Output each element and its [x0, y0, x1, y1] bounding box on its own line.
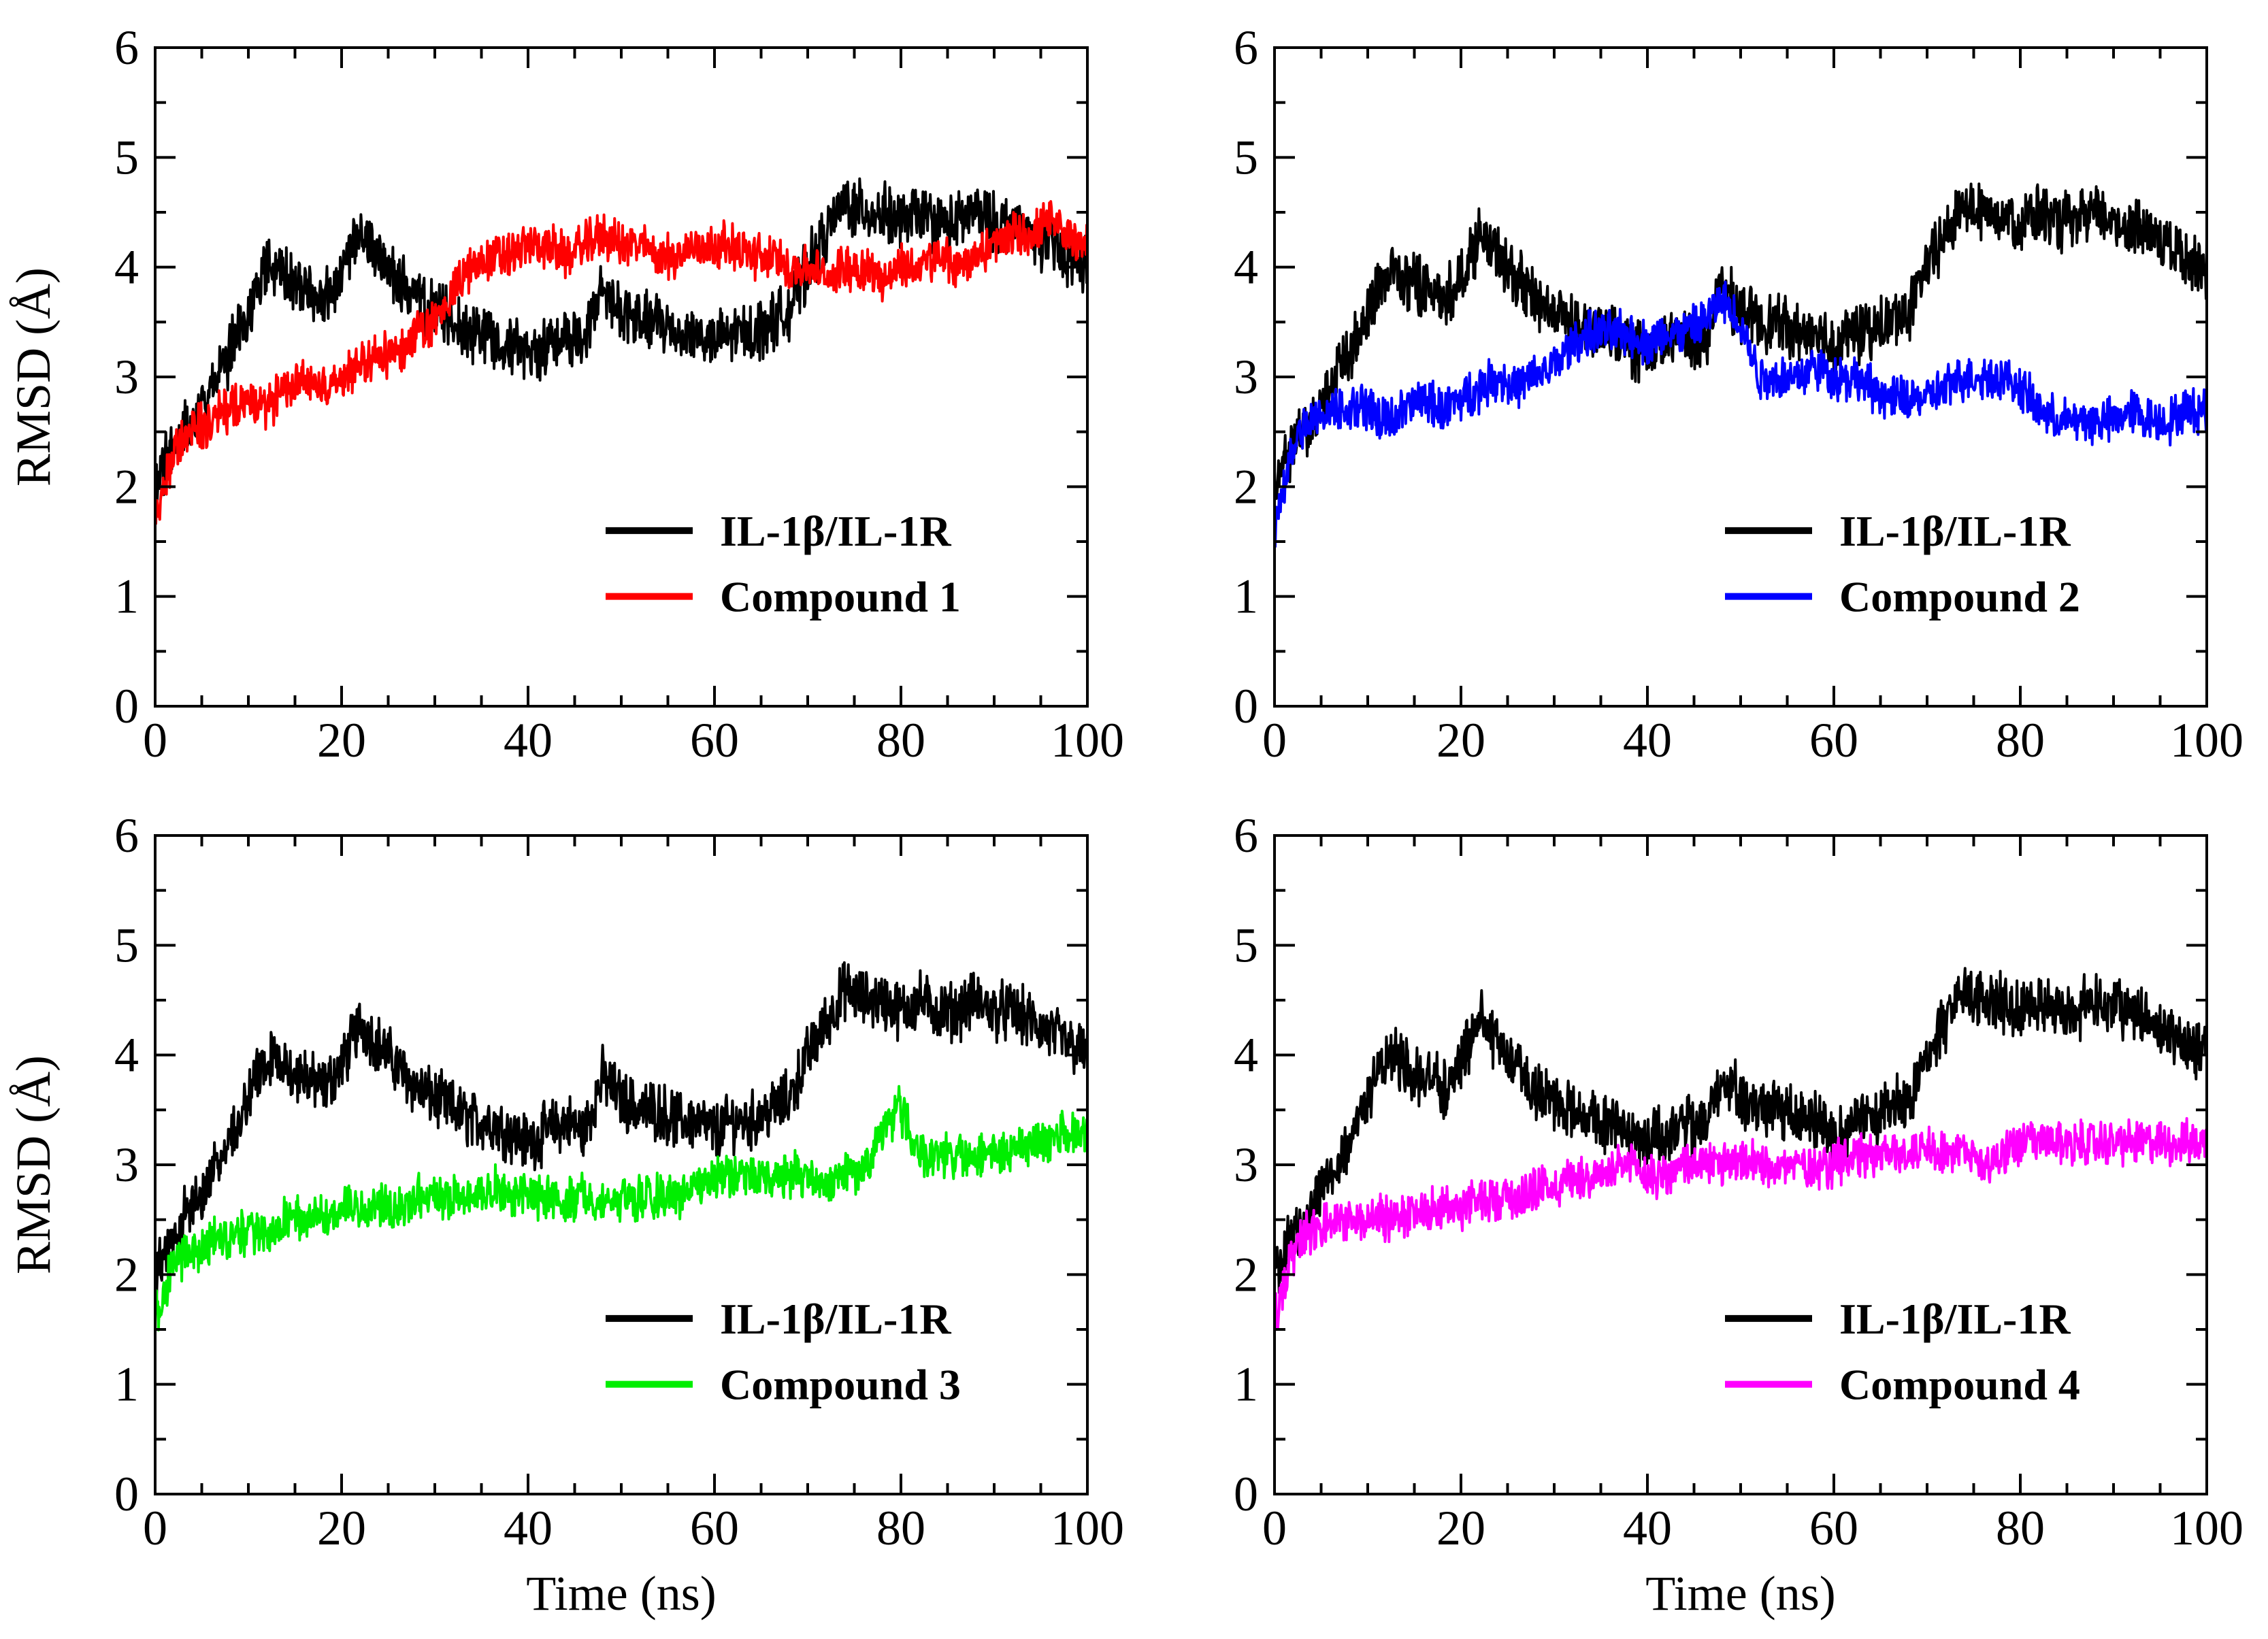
x-tick-label: 20	[317, 713, 366, 767]
y-tick-label: 2	[114, 1247, 139, 1302]
x-tick-label: 0	[1262, 713, 1287, 767]
legend-label: IL-1β/IL-1R	[1839, 507, 2071, 555]
y-tick-label: 0	[1234, 1467, 1258, 1521]
legend: IL-1β/IL-1R Compound 2	[1725, 507, 2080, 621]
x-tick-label: 80	[876, 1501, 925, 1555]
legend-label: Compound 4	[1839, 1361, 2080, 1409]
x-tick-label: 40	[1623, 1501, 1672, 1555]
series-group	[1275, 967, 2207, 1331]
series-line-compound	[155, 200, 1087, 525]
y-tick-label: 1	[1234, 1357, 1258, 1412]
x-tick-label: 80	[876, 713, 925, 767]
y-tick-label: 3	[114, 350, 139, 404]
x-tick-label: 0	[1262, 1501, 1287, 1555]
legend-label: IL-1β/IL-1R	[720, 1295, 951, 1343]
x-tick-label: 100	[2170, 713, 2244, 767]
y-tick-label: 4	[1234, 1028, 1258, 1082]
legend-label: Compound 3	[720, 1361, 961, 1409]
legend-label: IL-1β/IL-1R	[1839, 1295, 2071, 1343]
x-axis-title: Time (ns)	[526, 1566, 716, 1621]
y-tick-label: 6	[1234, 20, 1258, 75]
y-tick-label: 4	[114, 240, 139, 295]
panel-3: 0 20 40 60 80 100 0 1 2 3 4 5 6 RMSD (Å) Time (ns) IL-1…	[6, 808, 1124, 1621]
panel-2: 0 20 40 60 80 100 0 1 2 3 4 5 6 IL-1β/IL-1R Compound 2	[1234, 20, 2244, 767]
legend-label: Compound 1	[720, 573, 961, 621]
y-tick-label: 5	[1234, 130, 1258, 184]
y-tick-label: 1	[114, 1357, 139, 1412]
y-tick-label: 1	[1234, 569, 1258, 624]
x-tick-label: 20	[1436, 713, 1485, 767]
y-tick-label: 2	[1234, 1247, 1258, 1302]
y-tick-label: 3	[1234, 350, 1258, 404]
x-tick-label: 20	[1436, 1501, 1485, 1555]
y-tick-label: 2	[1234, 459, 1258, 514]
x-tick-label: 80	[1996, 1501, 2045, 1555]
panel-1: 0 20 40 60 80 100 0 1 2 3 4 5 6 RMSD (Å) IL-1β/IL-1R Co…	[6, 20, 1124, 767]
x-tick-label: 40	[504, 713, 553, 767]
x-tick-label: 100	[1051, 713, 1124, 767]
y-tick-label: 0	[114, 679, 139, 733]
series-line-reference	[1275, 967, 2207, 1294]
y-tick-label: 4	[114, 1028, 139, 1082]
series-group	[1275, 182, 2207, 548]
x-tick-label: 0	[143, 1501, 167, 1555]
x-tick-label: 100	[2170, 1501, 2244, 1555]
series-line-compound	[1275, 280, 2207, 548]
y-tick-label: 3	[1234, 1138, 1258, 1192]
x-tick-label: 40	[1623, 713, 1672, 767]
y-tick-label: 1	[114, 569, 139, 624]
x-tick-label: 0	[143, 713, 167, 767]
legend: IL-1β/IL-1R Compound 3	[606, 1295, 961, 1409]
legend-label: IL-1β/IL-1R	[720, 507, 951, 555]
legend: IL-1β/IL-1R Compound 1	[606, 507, 961, 621]
x-tick-label: 60	[690, 1501, 739, 1555]
x-tick-label: 100	[1051, 1501, 1124, 1555]
series-line-compound	[1275, 1116, 2207, 1331]
y-tick-label: 6	[114, 20, 139, 75]
y-tick-label: 0	[1234, 679, 1258, 733]
x-axis-title: Time (ns)	[1645, 1566, 1835, 1621]
y-tick-label: 6	[1234, 808, 1258, 863]
series-line-compound	[155, 1085, 1087, 1331]
y-tick-label: 5	[1234, 918, 1258, 972]
x-tick-label: 40	[504, 1501, 553, 1555]
y-tick-label: 5	[114, 130, 139, 184]
legend: IL-1β/IL-1R Compound 4	[1725, 1295, 2080, 1409]
x-tick-label: 60	[1809, 1501, 1858, 1555]
x-tick-label: 80	[1996, 713, 2045, 767]
y-tick-label: 5	[114, 918, 139, 972]
y-tick-label: 3	[114, 1138, 139, 1192]
x-tick-label: 60	[1809, 713, 1858, 767]
y-tick-label: 0	[114, 1467, 139, 1521]
y-axis-title: RMSD (Å)	[6, 1055, 61, 1274]
y-axis-title: RMSD (Å)	[6, 267, 61, 486]
y-tick-label: 2	[114, 459, 139, 514]
x-tick-label: 20	[317, 1501, 366, 1555]
x-tick-label: 60	[690, 713, 739, 767]
legend-label: Compound 2	[1839, 573, 2080, 621]
y-tick-label: 4	[1234, 240, 1258, 295]
series-group	[155, 961, 1087, 1331]
y-tick-label: 6	[114, 808, 139, 863]
series-line-reference	[155, 961, 1087, 1302]
panel-4: 0 20 40 60 80 100 0 1 2 3 4 5 6 Time (ns) IL-1β/IL-1R C…	[1234, 808, 2244, 1621]
series-line-reference	[155, 177, 1087, 504]
series-group	[155, 177, 1087, 525]
